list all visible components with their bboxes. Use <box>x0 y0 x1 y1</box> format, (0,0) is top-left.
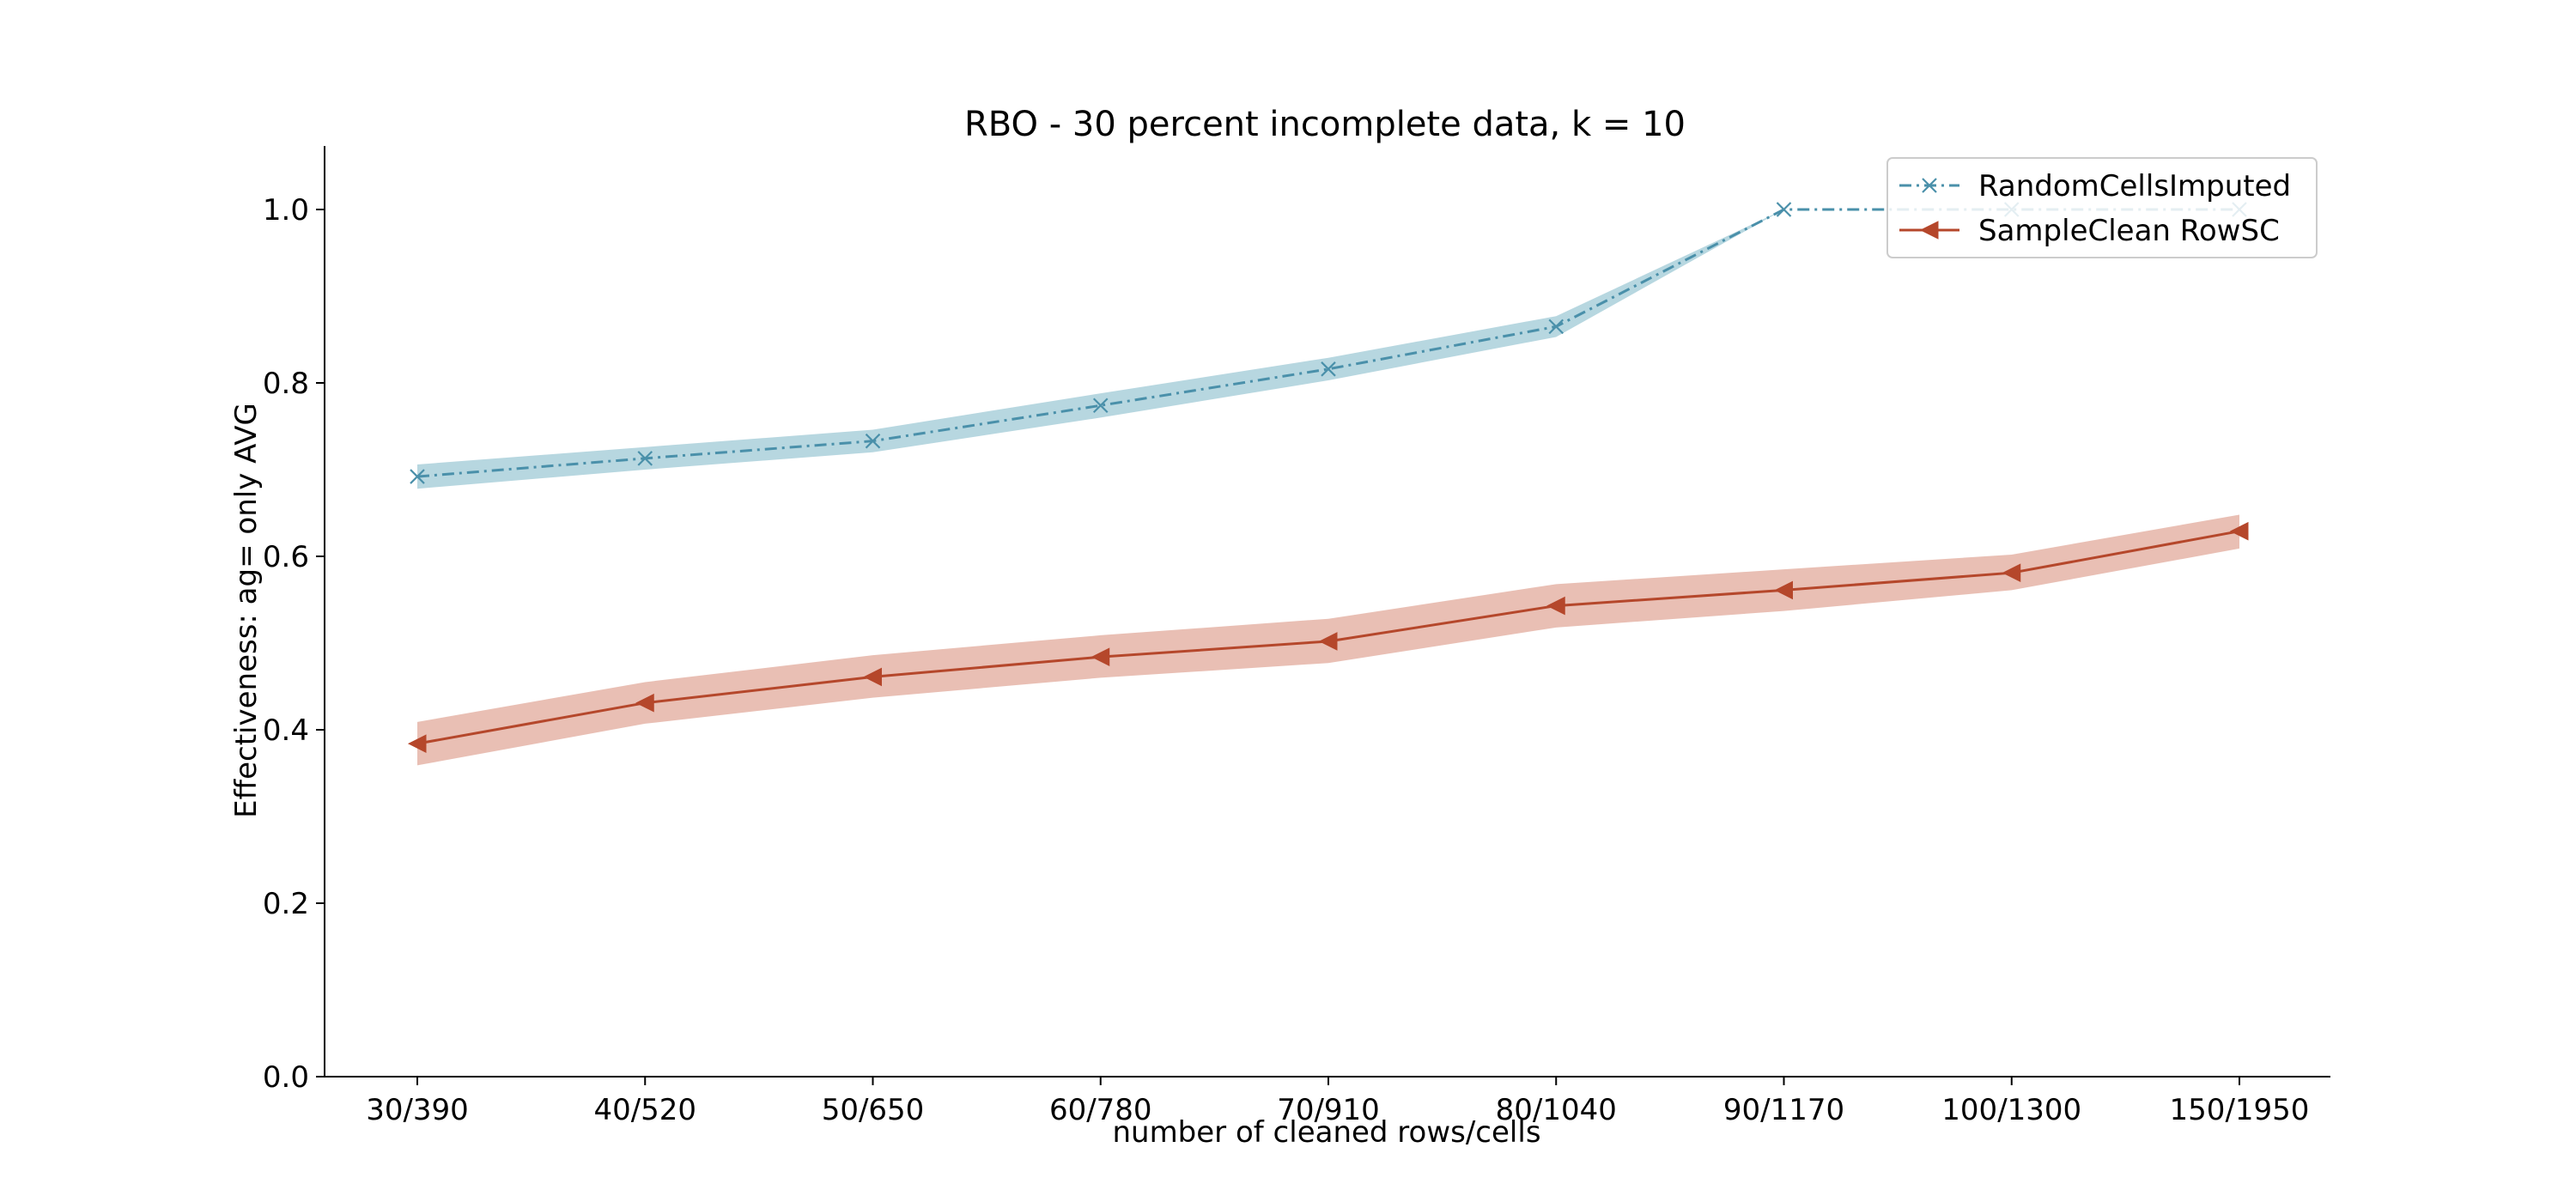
data-point-1 <box>1774 580 1793 600</box>
legend-label-1: SampleClean RowSC <box>1978 214 2280 248</box>
y-tick-label: 0.2 <box>263 887 309 921</box>
x-tick-label: 150/1950 <box>2170 1093 2310 1127</box>
y-tick-label: 1.0 <box>263 193 309 228</box>
data-point-0 <box>865 433 881 449</box>
x-axis-label: number of cleaned rows/cells <box>1112 1115 1540 1150</box>
legend: RandomCellsImputed SampleClean RowSC <box>1886 157 2318 258</box>
x-tick-label: 60/780 <box>1049 1093 1152 1127</box>
data-point-1 <box>635 693 654 713</box>
data-point-0 <box>1092 398 1109 414</box>
y-tick-label: 0.4 <box>263 713 309 748</box>
y-tick-label: 0.6 <box>263 540 309 574</box>
data-point-0 <box>637 451 653 466</box>
x-tick-label: 40/520 <box>593 1093 696 1127</box>
data-point-0 <box>410 469 425 484</box>
data-point-0 <box>1776 202 1792 217</box>
plot-area <box>407 202 2249 766</box>
chart-title: RBO - 30 percent incomplete data, k = 10 <box>964 105 1686 144</box>
legend-label-0: RandomCellsImputed <box>1978 169 2291 203</box>
y-tick-label: 0.0 <box>263 1060 309 1095</box>
data-point-1 <box>2002 563 2021 582</box>
data-point-1 <box>1091 647 1110 666</box>
series-lines <box>416 208 2240 745</box>
data-point-1 <box>1318 632 1338 651</box>
x-tick-label: 100/1300 <box>1941 1093 2081 1127</box>
x-tick-label: 70/910 <box>1277 1093 1380 1127</box>
x-tick-label: 80/1040 <box>1496 1093 1617 1127</box>
data-point-1 <box>2229 521 2249 541</box>
series-line-0 <box>416 208 2239 478</box>
y-ticks: 0.0 0.2 0.4 0.6 0.8 1.0 <box>263 193 325 1095</box>
data-point-0 <box>1321 361 1336 377</box>
x-tick-label: 30/390 <box>366 1093 469 1127</box>
x-tick-label: 90/1170 <box>1723 1093 1844 1127</box>
legend-marker-1 <box>1919 221 1939 240</box>
y-axis-label: Effectiveness: ag= only AVG <box>229 403 264 818</box>
confidence-bands <box>417 209 2239 766</box>
data-point-1 <box>1546 596 1565 616</box>
y-tick-label: 0.8 <box>263 367 309 401</box>
legend-frame <box>1886 157 2318 258</box>
x-tick-label: 50/650 <box>822 1093 925 1127</box>
data-point-1 <box>863 667 882 687</box>
legend-marker-0 <box>1922 178 1937 193</box>
series-markers <box>407 202 2249 753</box>
data-point-1 <box>407 734 427 753</box>
data-point-0 <box>1548 319 1564 335</box>
x-ticks: 30/390 40/520 50/650 60/780 70/910 80/1040 90/… <box>366 1077 2309 1127</box>
